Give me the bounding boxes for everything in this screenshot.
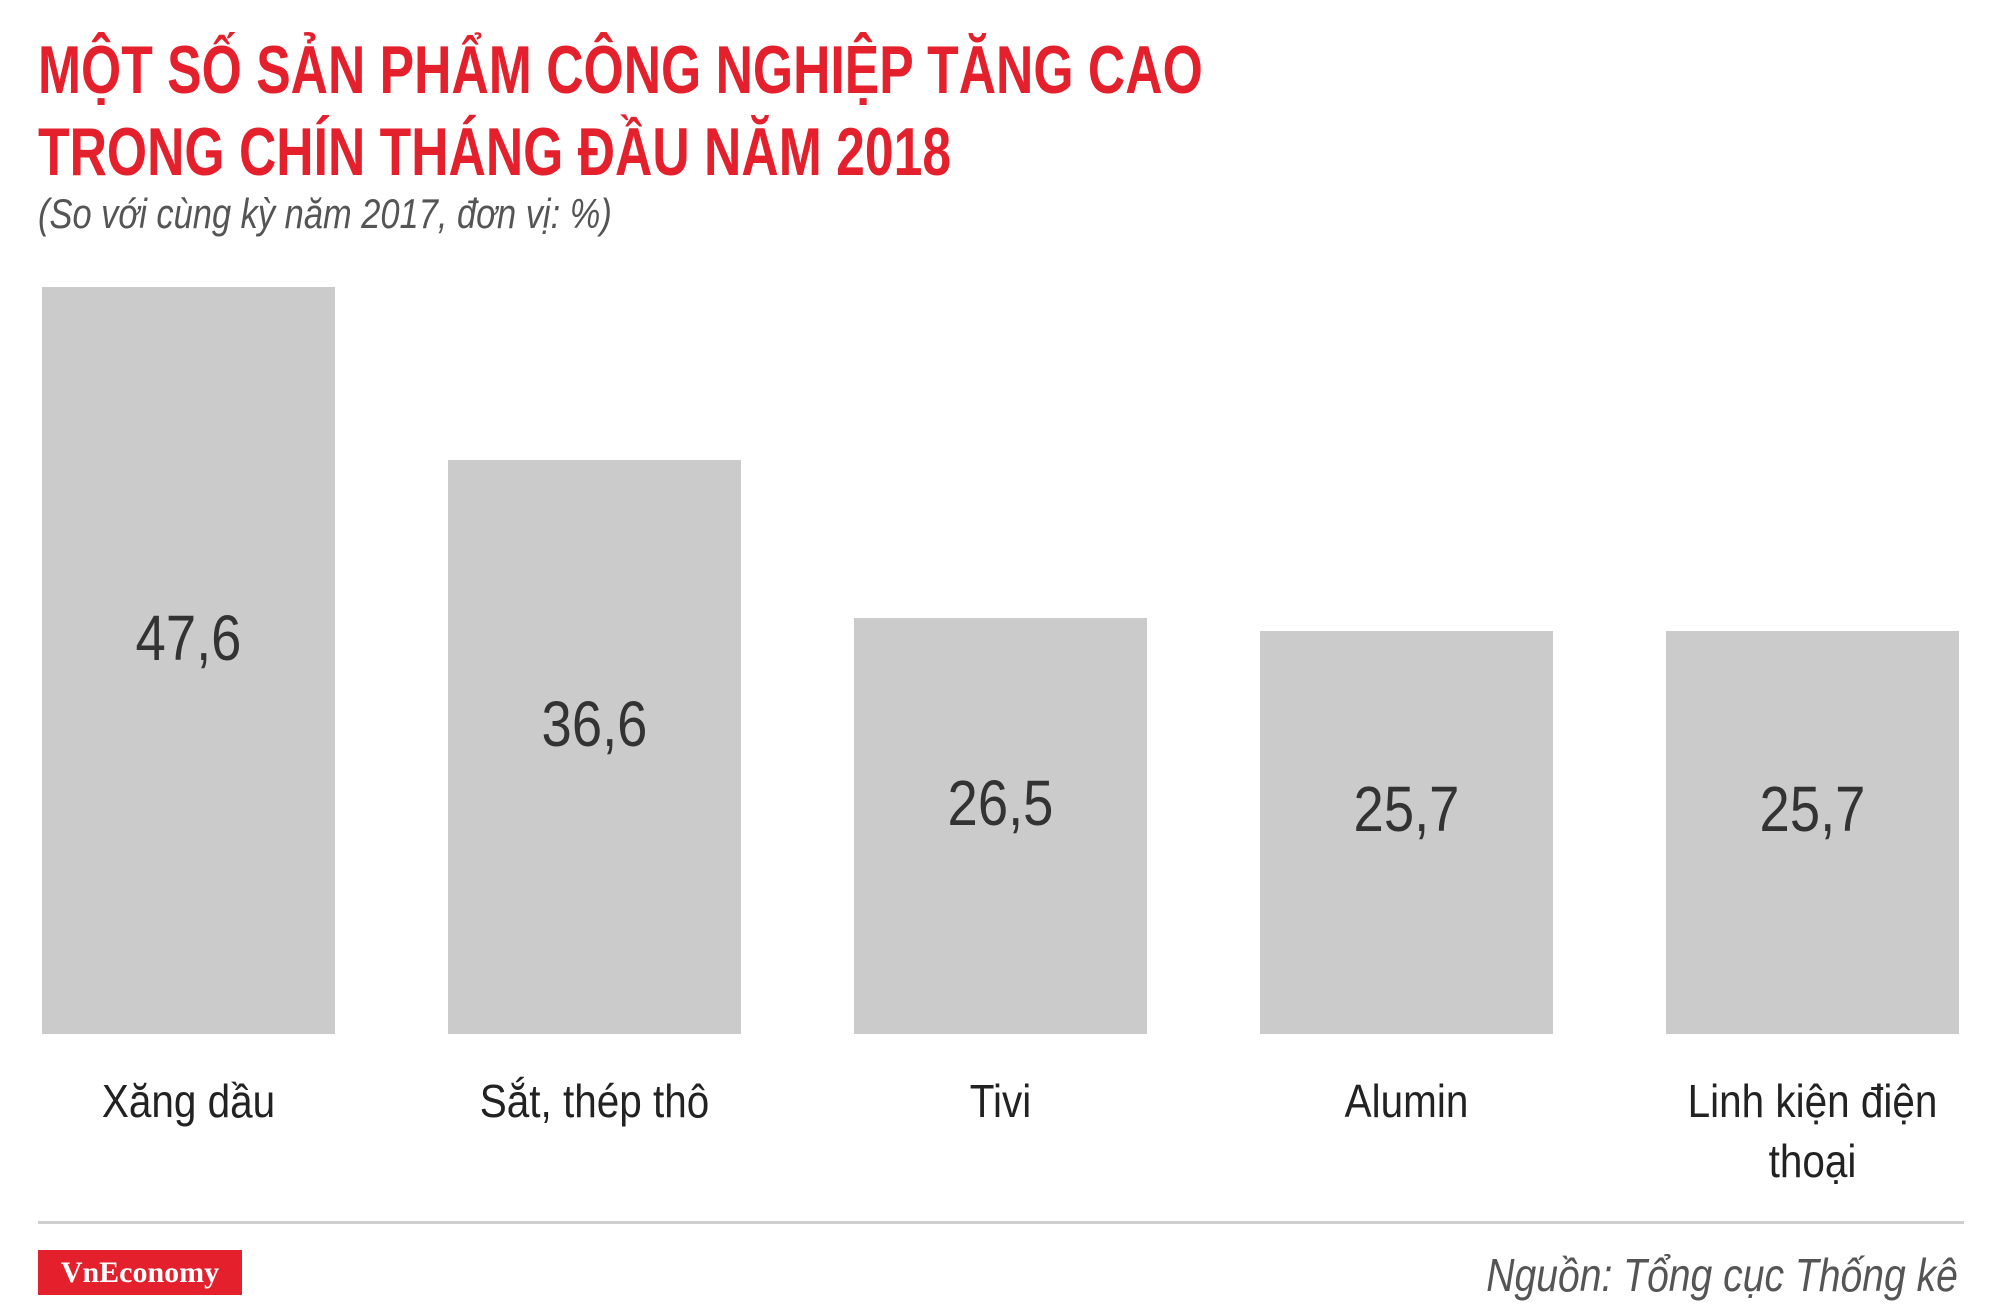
value-label: 36,6 — [541, 687, 648, 760]
chart-title: TRONG CHÍN THÁNG ĐẦU NĂM 2018 — [38, 114, 952, 190]
bar — [448, 459, 741, 1034]
chart-subtitle: (So với cùng kỳ năm 2017, đơn vị: %) — [38, 190, 612, 237]
value-label: 26,5 — [947, 767, 1054, 840]
x-tick-label: Xăng dầu — [101, 1075, 276, 1127]
bar — [1260, 630, 1553, 1034]
value-label: 47,6 — [135, 601, 242, 674]
x-tick-label: Tivi — [969, 1075, 1032, 1127]
chart-title: MỘT SỐ SẢN PHẨM CÔNG NGHIỆP TĂNG CAO — [38, 32, 1203, 108]
bar — [42, 287, 335, 1034]
source-note: Nguồn: Tổng cục Thống kê — [1486, 1249, 1958, 1301]
logo: VnEconomy — [38, 1250, 242, 1295]
x-tick-label: Linh kiện điện thoại — [1687, 1075, 1938, 1187]
x-tick-label: Alumin — [1344, 1075, 1469, 1127]
value-label: 25,7 — [1759, 773, 1866, 846]
value-label: 25,7 — [1353, 773, 1460, 846]
bar — [854, 618, 1147, 1034]
divider — [38, 1221, 1964, 1224]
bar — [1666, 630, 1959, 1034]
x-tick-label: Sắt, thép thô — [479, 1075, 710, 1127]
